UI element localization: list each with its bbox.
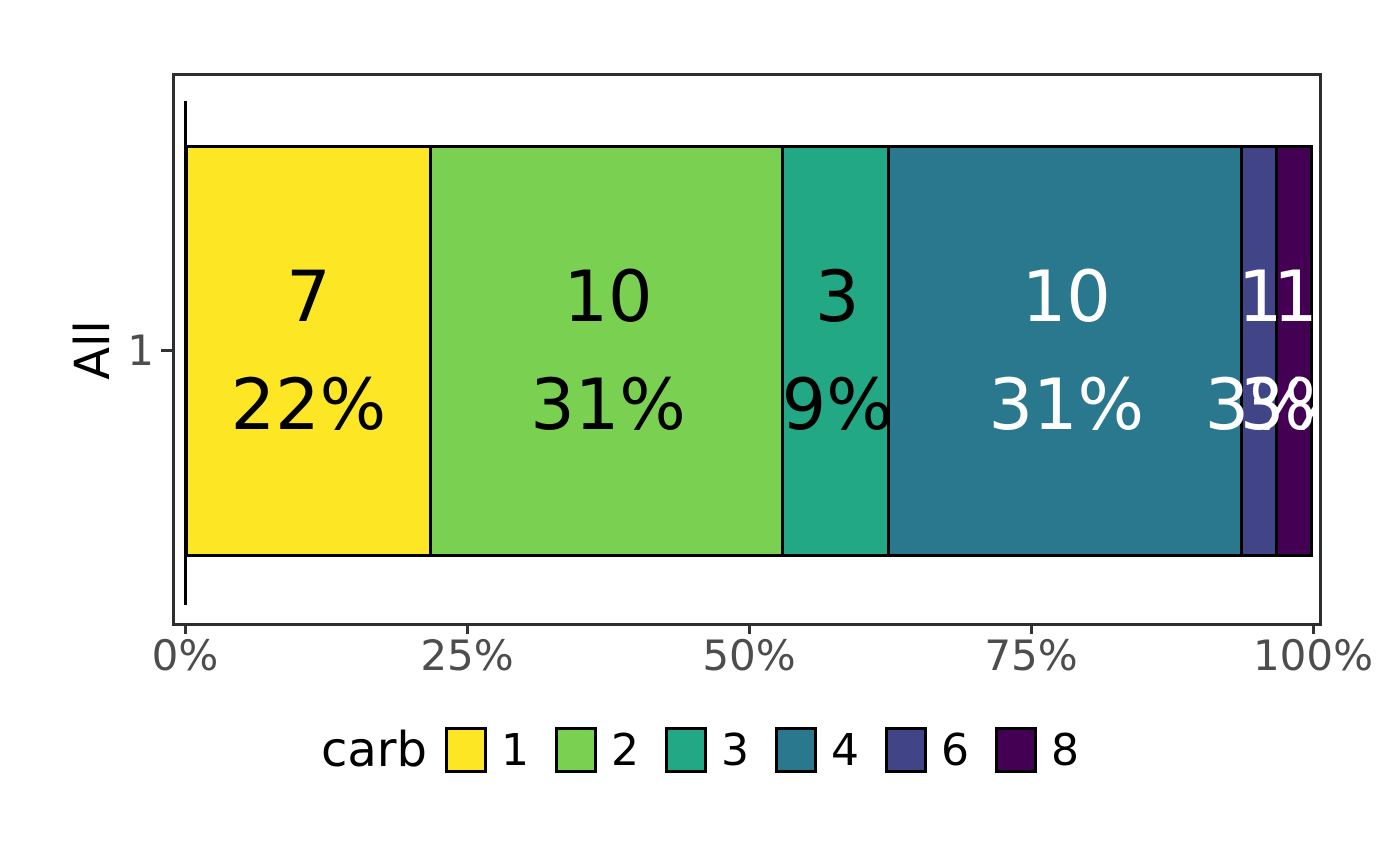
legend-item-carb-8: 8 [995,725,1079,776]
bar-segment-carb-4 [887,145,1243,557]
x-tick-100% [1311,626,1315,634]
legend-swatch-carb-2 [555,727,597,773]
bar-segment-carb-8 [1274,145,1313,557]
legend-swatch-carb-8 [995,727,1037,773]
legend-label-carb-8: 8 [1051,724,1079,776]
bar-segment-carb-6 [1239,145,1278,557]
x-tick-75% [1029,626,1033,634]
x-tick-label-0%: 0% [151,631,219,680]
legend-label-carb-6: 6 [941,724,969,776]
x-tick-0% [183,626,187,634]
legend-item-carb-6: 6 [885,725,969,776]
y-tick [161,349,172,352]
legend-item-carb-1: 1 [445,725,529,776]
legend-title: carb [320,722,427,778]
legend-label-carb-4: 4 [831,724,859,776]
legend: carb 1 2 3 4 6 8 [0,721,1400,779]
x-tick-50% [747,626,751,634]
legend-item-carb-2: 2 [555,725,639,776]
legend-swatch-carb-6 [885,727,927,773]
x-tick-label-50%: 50% [702,631,796,680]
x-tick-label-100%: 100% [1252,631,1374,680]
stacked-bar [185,145,1313,557]
y-tick-label: 1 [127,326,154,375]
bar-segment-carb-2 [428,145,785,557]
legend-label-carb-2: 2 [611,724,639,776]
legend-label-carb-1: 1 [501,724,529,776]
bar-segment-carb-1 [185,145,432,557]
legend-item-carb-4: 4 [775,725,859,776]
legend-swatch-carb-1 [445,727,487,773]
legend-item-carb-3: 3 [665,725,749,776]
legend-swatch-carb-3 [665,727,707,773]
x-tick-label-25%: 25% [420,631,514,680]
legend-label-carb-3: 3 [721,724,749,776]
x-tick-25% [465,626,469,634]
bar-segment-carb-3 [781,145,890,557]
x-tick-label-75%: 75% [984,631,1078,680]
legend-swatch-carb-4 [775,727,817,773]
